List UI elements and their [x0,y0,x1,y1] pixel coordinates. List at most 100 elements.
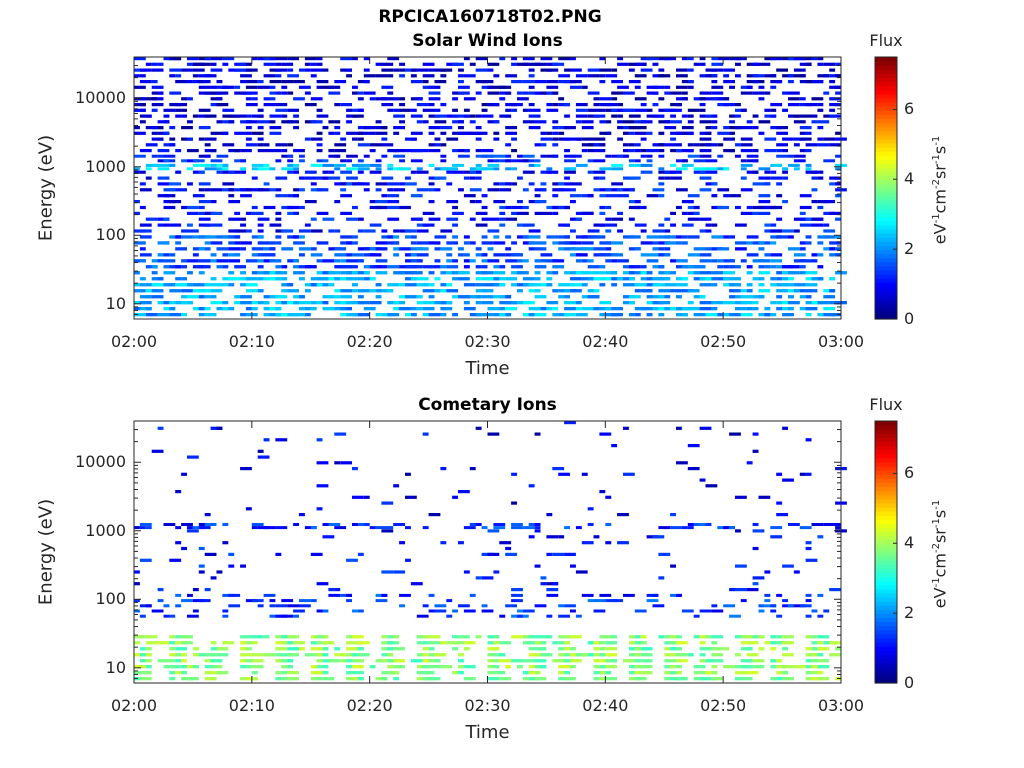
heatmap-cell [299,159,305,163]
heatmap-cell [740,85,753,89]
colorbar-segment [875,171,897,177]
heatmap-cell [399,604,405,608]
heatmap-cell [605,217,612,221]
heatmap-cell [210,253,217,257]
heatmap-cell [593,74,600,78]
heatmap-cell [746,665,753,669]
heatmap-cell [216,259,229,263]
heatmap-cell [487,653,494,657]
heatmap-cell [198,80,205,84]
heatmap-cell [163,271,170,275]
colorbar-segment [875,122,897,128]
heatmap-cell [157,62,164,66]
heatmap-cell [139,229,152,233]
heatmap-cell [522,57,535,61]
heatmap-cell [139,103,146,107]
colorbar-tick-label: 0 [904,309,915,328]
heatmap-cell [399,103,405,107]
heatmap-cell [446,200,459,204]
heatmap-cell [681,97,688,101]
heatmap-cell [204,289,211,293]
heatmap-cell [157,313,170,317]
heatmap-cell [599,283,606,287]
heatmap-cell [528,641,535,645]
heatmap-cell [664,85,671,89]
colorbar-segment [875,625,897,631]
heatmap-cell [670,259,676,263]
heatmap-cell [134,167,140,171]
heatmap-cell [216,265,223,269]
heatmap-cell [764,265,771,269]
heatmap-cell [793,271,800,275]
heatmap-cell [405,176,411,180]
heatmap-cell [699,108,706,112]
heatmap-cell [740,108,747,112]
heatmap-cell [605,523,612,526]
heatmap-cell [552,137,559,141]
colorbar-segment [875,306,897,312]
heatmap-cell [369,301,382,305]
heatmap-cell [263,526,276,530]
heatmap-cell [187,283,193,287]
heatmap-cell [434,120,447,124]
heatmap-cell [558,247,565,251]
heatmap-cell [458,253,464,257]
heatmap-cell [681,313,688,317]
heatmap-cell [776,149,783,153]
colorbar-segment [875,208,897,214]
heatmap-cell [198,200,211,204]
heatmap-cell [493,277,500,281]
heatmap-cell [570,154,582,158]
heatmap-cell [387,108,394,112]
heatmap-cell [352,91,358,95]
colorbar-segment [875,57,897,62]
heatmap-cell [711,68,718,72]
heatmap-cell [263,143,270,147]
heatmap-cell [428,97,441,101]
heatmap-cell [511,588,523,592]
heatmap-cell [422,74,435,78]
heatmap-cell [187,205,199,210]
heatmap-cell [416,103,429,107]
heatmap-cell [770,57,783,61]
heatmap-cell [623,131,629,135]
colorbar-segment [875,65,897,70]
heatmap-cell [681,211,688,215]
heatmap-cell [175,604,182,608]
heatmap-cell [357,182,370,186]
heatmap-cell [275,188,282,192]
heatmap-cell [546,307,553,311]
heatmap-cell [770,526,783,530]
heatmap-cell [517,154,523,158]
heatmap-cell [687,80,694,84]
heatmap-cell [788,265,800,269]
heatmap-cell [740,259,747,263]
heatmap-cell [169,614,176,618]
heatmap-cell [269,131,282,135]
heatmap-cell [363,154,370,158]
heatmap-cell [782,307,788,311]
heatmap-cell [575,313,588,317]
heatmap-cell [393,114,405,118]
heatmap-cell [357,91,364,95]
heatmap-cell [192,247,205,251]
heatmap-cell [399,97,405,101]
heatmap-cell [322,217,335,221]
heatmap-cell [481,167,494,171]
heatmap-cell [581,211,594,215]
heatmap-cell [328,120,335,124]
heatmap-cell [475,211,488,215]
heatmap-cell [416,120,423,124]
heatmap-cell [776,126,783,130]
heatmap-cell [770,176,783,180]
heatmap-cell [192,114,199,118]
heatmap-cell [293,235,299,239]
heatmap-cell [646,313,653,317]
heatmap-cell [534,211,547,215]
heatmap-cell [623,143,629,147]
heatmap-cell [823,641,836,645]
heatmap-cell [240,170,246,174]
heatmap-cell [534,194,541,198]
heatmap-cell [322,163,335,167]
heatmap-cell [139,97,146,101]
